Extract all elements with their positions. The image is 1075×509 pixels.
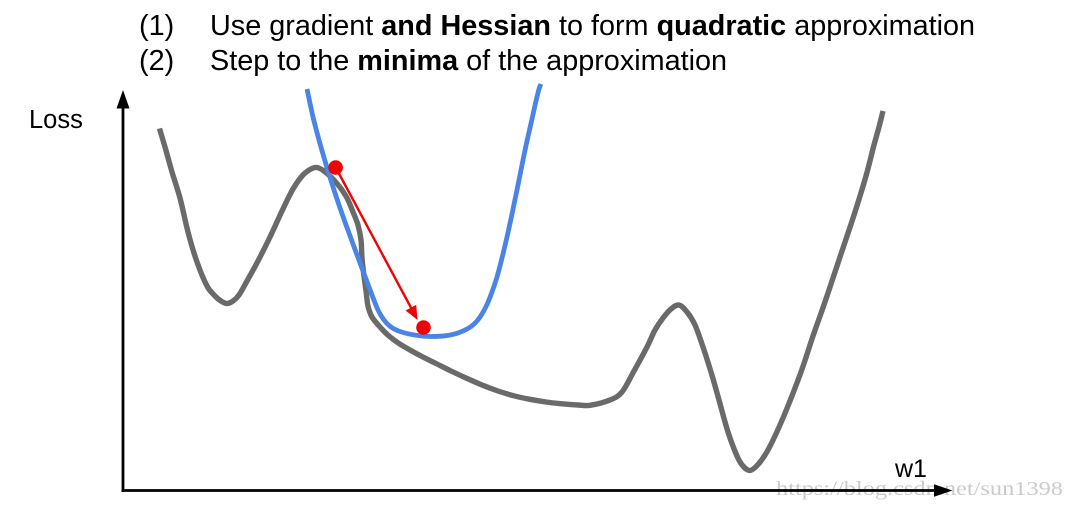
svg-text:https://blog.csdn.net/sun1398: https://blog.csdn.net/sun1398 [776, 478, 1063, 500]
